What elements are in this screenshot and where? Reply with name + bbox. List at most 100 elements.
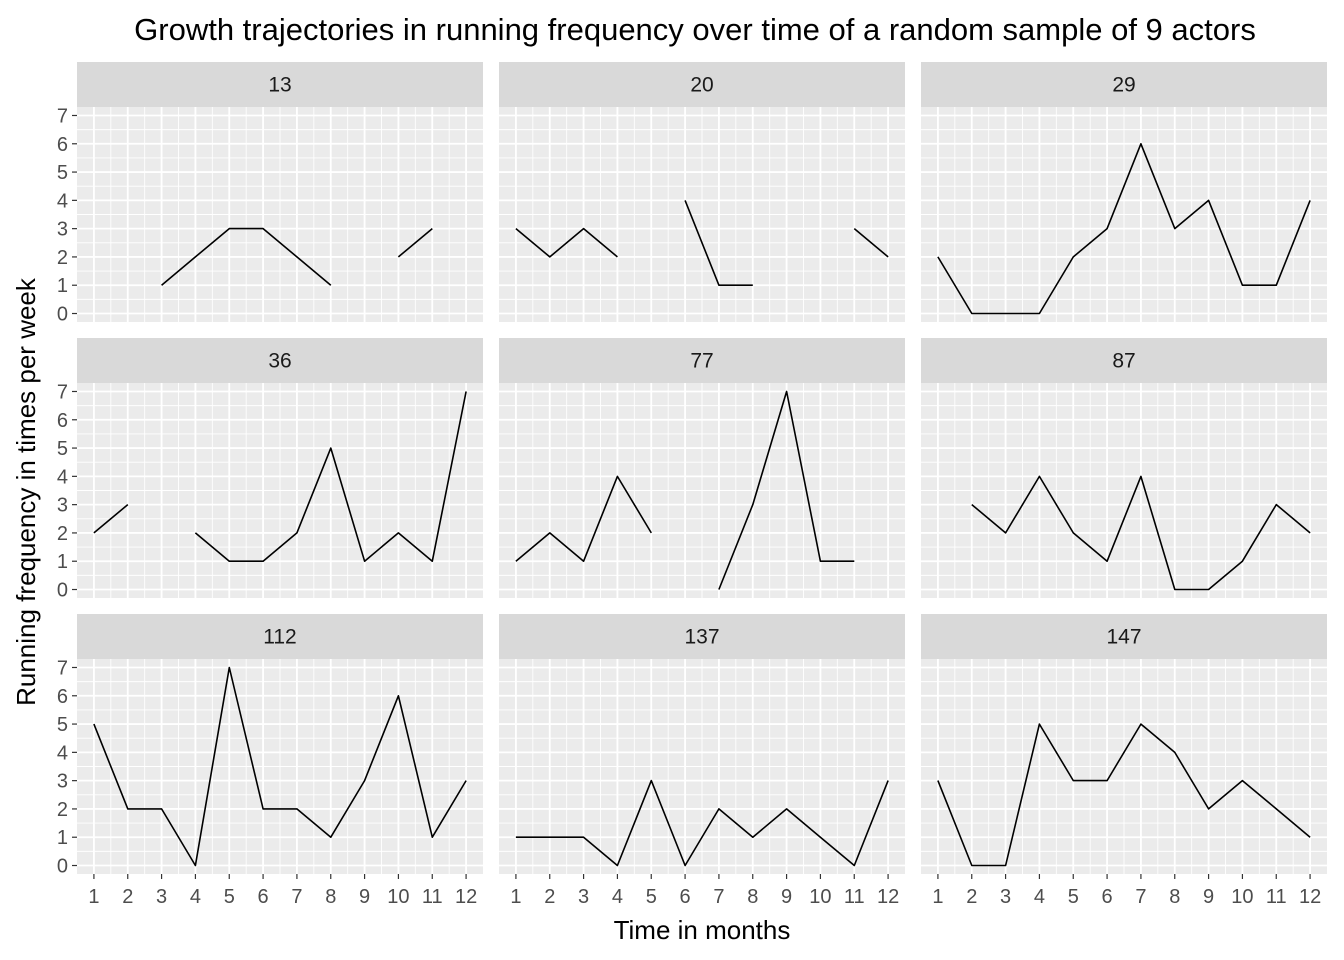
facet-strip xyxy=(921,338,1327,383)
y-tick-label: 7 xyxy=(57,105,68,127)
facet-strip xyxy=(921,62,1327,107)
x-tick-label: 7 xyxy=(713,886,724,908)
x-tick-label: 10 xyxy=(387,886,409,908)
y-tick-label: 2 xyxy=(57,523,68,545)
facet-strip xyxy=(77,614,483,659)
x-tick-label: 6 xyxy=(680,886,691,908)
x-tick-label: 5 xyxy=(224,886,235,908)
series-line-segment xyxy=(515,227,618,258)
facet-panel-77: 77 xyxy=(499,338,905,598)
series-line-segment xyxy=(93,666,467,867)
x-tick-label: 3 xyxy=(578,886,589,908)
series-line-segment xyxy=(937,723,1311,867)
x-tick-label: 5 xyxy=(1068,886,1079,908)
x-tick-label: 9 xyxy=(1203,886,1214,908)
y-tick-label: 1 xyxy=(57,827,68,849)
x-tick-label: 12 xyxy=(877,886,899,908)
facet-panel-29: 29 xyxy=(921,62,1327,322)
y-tick-label: 6 xyxy=(57,134,68,156)
y-tick-label: 3 xyxy=(57,219,68,241)
series-line-segment xyxy=(93,503,129,534)
x-tick-label: 10 xyxy=(1231,886,1253,908)
y-tick-label: 0 xyxy=(57,304,68,326)
facet-strip-label: 147 xyxy=(1106,626,1141,649)
x-tick-label: 4 xyxy=(612,886,623,908)
x-tick-label: 9 xyxy=(781,886,792,908)
x-tick-label: 2 xyxy=(544,886,555,908)
facet-panel-87: 87 xyxy=(921,338,1327,598)
y-tick-label: 4 xyxy=(57,742,68,764)
facet-strip xyxy=(499,338,905,383)
x-tick-label: 10 xyxy=(809,886,831,908)
series-line-segment xyxy=(937,143,1311,315)
x-tick-label: 2 xyxy=(966,886,977,908)
x-tick-label: 12 xyxy=(1299,886,1321,908)
y-tick-label: 3 xyxy=(57,495,68,517)
series-line-segment xyxy=(515,475,652,562)
x-tick-label: 3 xyxy=(1000,886,1011,908)
x-tick-label: 11 xyxy=(422,886,443,908)
y-axis-title: Running frequency in times per week xyxy=(11,277,41,706)
series-line-segment xyxy=(684,200,753,286)
facet-strip xyxy=(77,338,483,383)
y-tick-label: 4 xyxy=(57,190,68,212)
facet-strip-label: 112 xyxy=(263,626,296,649)
x-tick-label: 8 xyxy=(325,886,336,908)
y-tick-label: 7 xyxy=(57,381,68,403)
y-tick-label: 3 xyxy=(57,771,68,793)
y-tick-label: 6 xyxy=(57,686,68,708)
y-tick-label: 6 xyxy=(57,410,68,432)
x-tick-label: 1 xyxy=(510,886,521,908)
x-tick-label: 6 xyxy=(258,886,269,908)
x-tick-label: 3 xyxy=(156,886,167,908)
x-tick-label: 11 xyxy=(844,886,865,908)
x-tick-label: 5 xyxy=(646,886,657,908)
facet-strip xyxy=(77,62,483,107)
y-tick-label: 5 xyxy=(57,162,68,184)
x-tick-label: 4 xyxy=(1034,886,1045,908)
x-tick-label: 1 xyxy=(932,886,943,908)
facet-strip xyxy=(921,614,1327,659)
y-tick-label: 1 xyxy=(57,551,68,573)
x-tick-label: 8 xyxy=(1169,886,1180,908)
x-tick-label: 11 xyxy=(1266,886,1287,908)
series-line-segment xyxy=(853,227,889,258)
x-tick-label: 2 xyxy=(122,886,133,908)
y-tick-label: 2 xyxy=(57,799,68,821)
series-line-segment xyxy=(397,227,433,258)
series-line-segment xyxy=(718,390,855,590)
chart-title: Growth trajectories in running frequency… xyxy=(134,12,1256,47)
y-tick-label: 1 xyxy=(57,275,68,297)
x-axis-title: Time in months xyxy=(614,915,791,945)
facet-strip-label: 87 xyxy=(1112,350,1135,373)
facet-strip-label: 29 xyxy=(1112,74,1135,97)
facet-strip-label: 137 xyxy=(684,626,719,649)
x-tick-label: 12 xyxy=(455,886,477,908)
y-tick-label: 0 xyxy=(57,580,68,602)
x-tick-label: 4 xyxy=(190,886,201,908)
facet-strip-label: 13 xyxy=(268,74,291,97)
x-tick-label: 9 xyxy=(359,886,370,908)
x-tick-label: 7 xyxy=(291,886,302,908)
x-tick-label: 6 xyxy=(1102,886,1113,908)
facet-strip-label: 77 xyxy=(690,350,713,373)
facet-panel-36: 36 0 1 2 3 4 5 6 7 xyxy=(57,338,483,602)
y-tick-label: 5 xyxy=(57,438,68,460)
facet-panel-20: 20 xyxy=(499,62,905,322)
x-tick-label: 7 xyxy=(1135,886,1146,908)
y-tick-label: 7 xyxy=(57,657,68,679)
facet-strip-label: 36 xyxy=(268,350,291,373)
facet-strip xyxy=(499,614,905,659)
series-line-segment xyxy=(161,227,332,286)
y-tick-label: 0 xyxy=(57,856,68,878)
y-tick-label: 4 xyxy=(57,466,68,488)
series-line-segment xyxy=(515,779,889,867)
facet-strip-label: 20 xyxy=(690,74,713,97)
y-tick-label: 5 xyxy=(57,714,68,736)
y-tick-label: 2 xyxy=(57,247,68,269)
x-tick-label: 8 xyxy=(747,886,758,908)
facet-panel-13: 13 0 1 2 3 4 5 6 7 xyxy=(57,62,483,326)
